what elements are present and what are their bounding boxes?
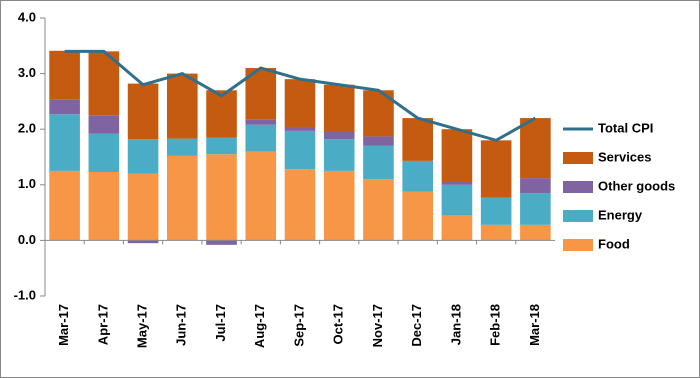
x-tick-label: Oct-17	[331, 304, 346, 344]
legend-label: Energy	[598, 207, 643, 222]
x-tick-label: Mar-17	[56, 304, 71, 346]
x-tick-label: Nov-17	[370, 304, 385, 347]
x-tick-label: Feb-18	[488, 304, 503, 346]
legend-swatch	[563, 210, 593, 222]
bar-segment	[480, 140, 512, 198]
bar-segment	[520, 224, 551, 241]
y-tick-label: 4.0	[18, 9, 36, 24]
bar-segment	[49, 114, 80, 171]
bar-segment	[88, 172, 120, 241]
bar-segment	[402, 118, 433, 161]
bar-segment	[206, 137, 237, 155]
bar-segment	[206, 240, 237, 245]
bar-segment	[127, 173, 159, 241]
bar-segment	[88, 51, 120, 116]
bar-segment	[323, 139, 355, 171]
x-tick-label: Apr-17	[95, 304, 110, 345]
bar-segment	[441, 215, 473, 241]
bar-segment	[323, 131, 355, 140]
bar-segment	[284, 169, 316, 241]
bar-segment	[49, 99, 80, 115]
bar-segment	[284, 130, 316, 170]
bar-segment	[363, 136, 394, 146]
legend-swatch	[563, 181, 593, 193]
x-tick-label: Dec-17	[409, 304, 424, 347]
x-tick-label: May-17	[135, 304, 150, 348]
bar-segment	[49, 50, 80, 100]
bar-segment	[284, 127, 316, 131]
line-series	[64, 49, 537, 142]
bar-segment	[245, 124, 277, 152]
bar-segment	[520, 118, 551, 179]
x-tick-label: Jun-17	[174, 304, 189, 346]
bar-segment	[520, 178, 551, 194]
bar-segment	[127, 83, 159, 140]
y-tick-label: 0.0	[18, 232, 36, 247]
bar-segment	[245, 151, 277, 241]
bar-segment	[402, 191, 433, 241]
legend-label: Other goods	[598, 178, 675, 193]
bar-segment	[480, 197, 512, 225]
bar-segment	[441, 184, 473, 216]
y-tick-label: -1.0	[14, 287, 36, 302]
bar-segment	[441, 129, 473, 183]
x-tick-label: Sep-17	[291, 304, 306, 347]
bar-segment	[206, 154, 237, 241]
bar-segment	[167, 73, 198, 139]
legend-swatch	[563, 152, 593, 164]
bar-segment	[363, 179, 394, 241]
bar-segment	[167, 155, 198, 241]
x-tick-label: Aug-17	[252, 304, 267, 348]
bar-segment	[480, 224, 512, 241]
bar-segment	[323, 84, 355, 132]
bar-segment	[206, 90, 237, 138]
legend-label: Food	[598, 236, 630, 251]
bar-segment	[88, 115, 120, 134]
bar-segment	[363, 145, 394, 180]
bar-segment	[88, 133, 120, 173]
bar-segment	[323, 170, 355, 241]
x-tick-label: Jan-18	[448, 304, 463, 345]
legend-label: Total CPI	[598, 120, 653, 135]
legend-swatch	[563, 239, 593, 251]
bar-segment	[167, 138, 198, 156]
bar-segment	[441, 182, 473, 185]
x-tick-label: Jul-17	[213, 304, 228, 342]
y-tick-label: 2.0	[18, 121, 36, 136]
x-tick-label: Mar-18	[527, 304, 542, 346]
bar-segment	[402, 160, 433, 192]
y-tick-label: 1.0	[18, 176, 36, 191]
bar-segment	[127, 240, 159, 244]
bar-segment	[520, 193, 551, 225]
legend-label: Services	[598, 149, 652, 164]
bar-segment	[284, 79, 316, 128]
bar-segment	[127, 139, 159, 174]
bar-segment	[49, 170, 80, 241]
bar-segment	[245, 119, 277, 125]
y-tick-label: 3.0	[18, 65, 36, 80]
